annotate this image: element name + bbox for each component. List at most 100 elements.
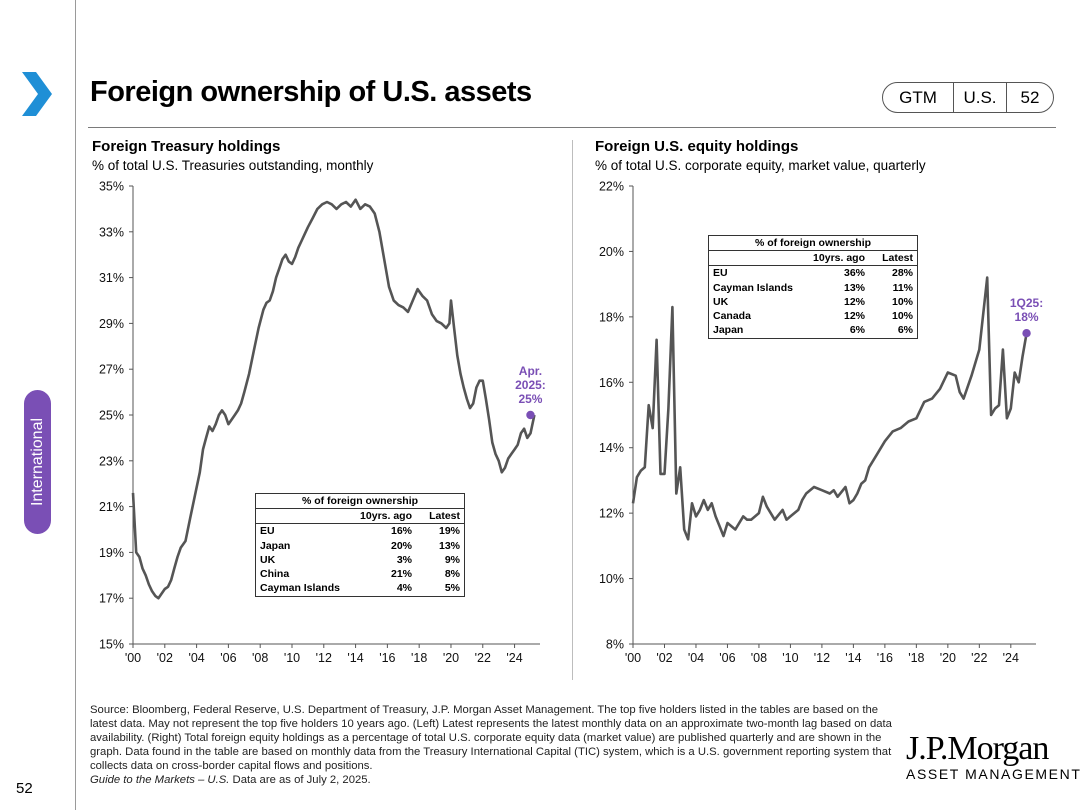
- left-y-tick-label: 27%: [99, 363, 124, 377]
- left-series-line: [131, 198, 536, 600]
- left-table-cell-latest: 8%: [444, 568, 460, 581]
- right-table-cell-country: Cayman Islands: [713, 281, 793, 294]
- right-table-row: Cayman Islands 13% 11%: [709, 281, 917, 295]
- left-x-tick-label: '14: [347, 651, 363, 665]
- right-annotation-label: 1Q25:: [1010, 296, 1043, 310]
- right-x-tick-label: '06: [719, 651, 735, 665]
- right-x-tick-label: '14: [845, 651, 861, 665]
- left-table-row: EU 16% 19%: [256, 524, 464, 538]
- left-table-row: UK 3% 9%: [256, 553, 464, 567]
- left-y-tick-label: 17%: [99, 592, 124, 606]
- left-y-tick-label: 35%: [99, 180, 124, 194]
- right-y-tick-label: 18%: [599, 310, 624, 324]
- right-table-title: % of foreign ownership: [709, 236, 917, 251]
- left-table-header: 10yrs. ago Latest: [256, 509, 464, 525]
- right-table-cell-ten-years-ago: 12%: [843, 295, 865, 308]
- right-table-cell-latest: 6%: [897, 324, 913, 337]
- right-table-cell-latest: 10%: [891, 310, 913, 323]
- right-ownership-table: % of foreign ownership 10yrs. ago Latest EU…: [708, 235, 918, 339]
- left-x-tick-label: '18: [411, 651, 427, 665]
- left-table-cell-ten-years-ago: 16%: [390, 525, 412, 538]
- right-table-row: UK 12% 10%: [709, 295, 917, 309]
- left-x-tick-label: '16: [379, 651, 395, 665]
- section-tab[interactable]: International: [24, 390, 51, 534]
- right-table-cell-country: Japan: [713, 324, 744, 337]
- left-x-tick-label: '24: [506, 651, 522, 665]
- left-table-cell-country: EU: [260, 525, 275, 538]
- right-table-row: Japan 6% 6%: [709, 323, 917, 337]
- left-table-title: % of foreign ownership: [256, 494, 464, 509]
- left-table-cell-latest: 19%: [438, 525, 460, 538]
- left-x-tick-label: '12: [316, 651, 332, 665]
- left-table-column-header: 10yrs. ago: [360, 510, 412, 522]
- right-chart-subtitle: % of total U.S. corporate equity, market…: [595, 158, 926, 173]
- right-table-column-header: 10yrs. ago: [813, 252, 865, 264]
- left-annotation-label: 2025:: [515, 378, 546, 392]
- right-table-cell-country: UK: [713, 295, 729, 308]
- right-table-cell-latest: 28%: [891, 267, 913, 280]
- right-x-tick-label: '16: [877, 651, 893, 665]
- right-series-line: [631, 276, 1028, 541]
- left-x-tick-label: '00: [125, 651, 141, 665]
- right-table-cell-country: Canada: [713, 310, 751, 323]
- left-annotation-label: Apr.: [519, 364, 542, 378]
- left-table-cell-ten-years-ago: 3%: [396, 553, 412, 566]
- right-y-tick-label: 12%: [599, 507, 624, 521]
- right-chart-title: Foreign U.S. equity holdings: [595, 138, 799, 155]
- right-table-column-header: Latest: [882, 252, 913, 264]
- footnote-source: Source: Bloomberg, Federal Reserve, U.S.…: [90, 704, 892, 772]
- right-latest-point: [1022, 329, 1031, 338]
- footnote-guide-title: Guide to the Markets – U.S.: [90, 774, 230, 786]
- left-table-cell-country: Japan: [260, 539, 291, 552]
- left-y-tick-label: 31%: [99, 271, 124, 285]
- left-ownership-table: % of foreign ownership 10yrs. ago Latest EU…: [255, 493, 465, 597]
- right-table-cell-ten-years-ago: 36%: [843, 267, 865, 280]
- right-y-tick-label: 22%: [599, 180, 624, 194]
- left-table-row: China 21% 8%: [256, 567, 464, 581]
- left-y-tick-label: 19%: [99, 546, 124, 560]
- left-y-tick-label: 33%: [99, 225, 124, 239]
- left-x-tick-label: '02: [157, 651, 173, 665]
- right-annotation-label: 18%: [1015, 310, 1039, 324]
- right-x-tick-label: '22: [971, 651, 987, 665]
- chart-divider: [572, 140, 573, 680]
- footnote-date: Data are as of July 2, 2025.: [229, 774, 371, 786]
- right-table-cell-latest: 10%: [891, 295, 913, 308]
- chevron-right-icon: [22, 72, 52, 116]
- right-table-cell-country: EU: [713, 267, 728, 280]
- right-table-cell-ten-years-ago: 13%: [843, 281, 865, 294]
- left-table-cell-latest: 13%: [438, 539, 460, 552]
- left-x-tick-label: '08: [252, 651, 268, 665]
- right-table-row: Canada 12% 10%: [709, 309, 917, 323]
- left-table-cell-ten-years-ago: 21%: [390, 568, 412, 581]
- page-number: 52: [16, 780, 33, 797]
- page-title: Foreign ownership of U.S. assets: [90, 76, 532, 108]
- left-table-cell-country: Cayman Islands: [260, 582, 340, 595]
- left-table-cell-country: China: [260, 568, 290, 581]
- right-table-header: 10yrs. ago Latest: [709, 251, 917, 267]
- left-annotation-label: 25%: [518, 392, 542, 406]
- right-x-tick-label: '08: [751, 651, 767, 665]
- left-table-cell-country: UK: [260, 553, 276, 566]
- left-chart-subtitle: % of total U.S. Treasuries outstanding, …: [92, 158, 374, 173]
- right-y-tick-label: 16%: [599, 376, 624, 390]
- footnote: Source: Bloomberg, Federal Reserve, U.S.…: [90, 703, 900, 787]
- left-y-tick-label: 15%: [99, 638, 124, 652]
- left-table-cell-ten-years-ago: 20%: [390, 539, 412, 552]
- right-y-tick-label: 20%: [599, 245, 624, 259]
- right-x-tick-label: '18: [908, 651, 924, 665]
- right-y-tick-label: 8%: [606, 638, 624, 652]
- logo-subtitle: ASSET MANAGEMENT: [906, 766, 1080, 782]
- left-chart-title: Foreign Treasury holdings: [92, 138, 281, 155]
- title-rule: [88, 127, 1056, 128]
- tag-gtm: GTM: [883, 83, 954, 112]
- left-y-tick-label: 21%: [99, 500, 124, 514]
- left-x-tick-label: '22: [475, 651, 491, 665]
- left-x-tick-label: '04: [188, 651, 204, 665]
- right-table-row: EU 36% 28%: [709, 266, 917, 280]
- left-table-cell-latest: 5%: [444, 582, 460, 595]
- left-x-tick-label: '06: [220, 651, 236, 665]
- right-x-tick-label: '00: [625, 651, 641, 665]
